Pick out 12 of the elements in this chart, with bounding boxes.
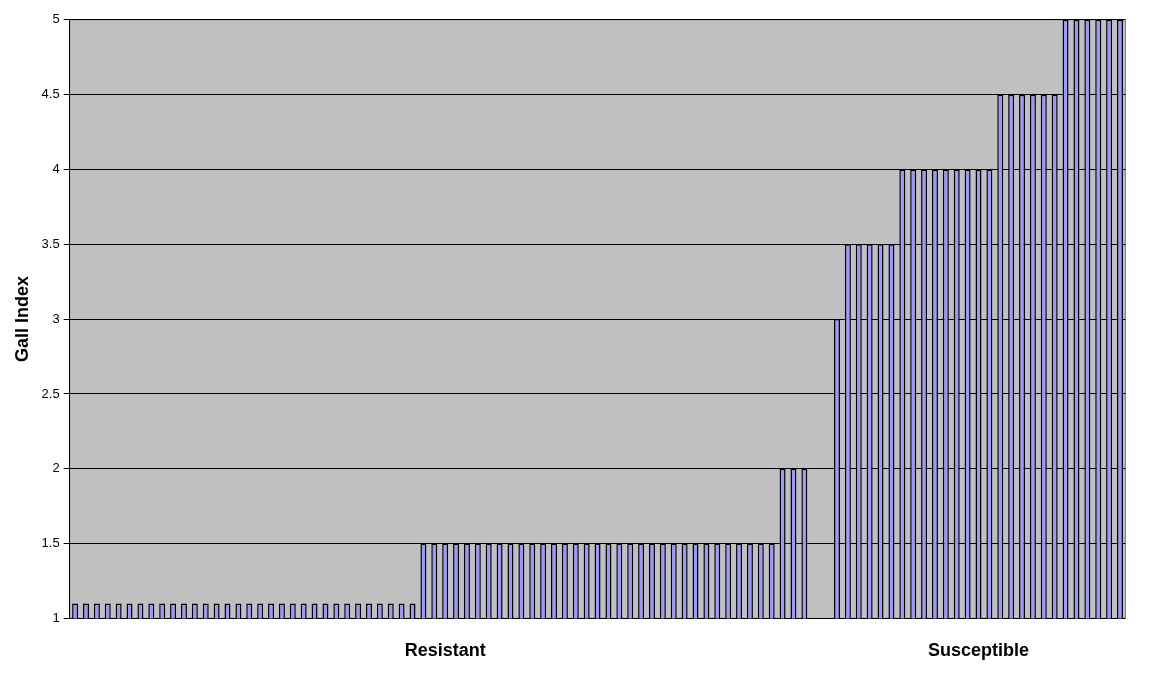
y-tick-label: 4.5 (41, 86, 60, 102)
y-tick-label: 2 (52, 460, 60, 476)
y-tick-label: 1.5 (41, 535, 60, 551)
y-tick-label: 5 (52, 11, 60, 27)
x-tick-label: Susceptible (927, 640, 1030, 661)
x-tick-label: Resistant (404, 640, 486, 661)
y-tick-label: 2.5 (41, 385, 60, 401)
y-axis-title: Gall Index (11, 276, 32, 363)
y-tick-label: 3 (52, 310, 60, 326)
y-tick-label: 3.5 (41, 235, 60, 251)
y-tick-label: 1 (52, 609, 60, 625)
y-tick-label: 4 (52, 161, 60, 177)
